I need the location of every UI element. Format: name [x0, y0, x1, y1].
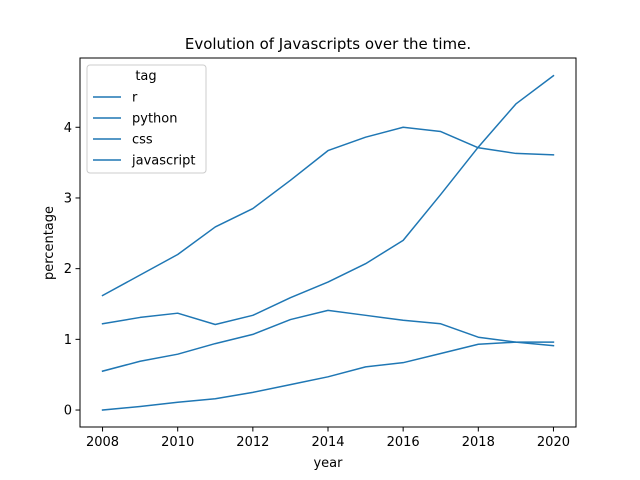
y-tick-label: 3 — [64, 191, 72, 206]
legend-box — [86, 64, 207, 174]
series-line-python — [101, 309, 555, 373]
x-tick-label: 2016 — [387, 435, 420, 450]
legend-label-css: css — [132, 133, 153, 148]
legend-title: tag — [135, 69, 156, 84]
x-tick-label: 2018 — [462, 435, 495, 450]
y-tick-label: 2 — [64, 262, 72, 277]
x-tick-label: 2012 — [236, 435, 269, 450]
legend-label-r: r — [132, 91, 138, 106]
legend-label-python: python — [132, 112, 177, 127]
legend-entries: r python css javascript — [93, 91, 195, 169]
series-line-javascript — [101, 126, 555, 297]
x-tick-label: 2010 — [161, 435, 194, 450]
x-axis-label: year — [313, 456, 343, 471]
x-tick-label: 2008 — [86, 435, 119, 450]
x-axis-ticks: 2008 2010 2012 2014 2016 2018 2020 — [86, 427, 570, 450]
x-tick-label: 2020 — [537, 435, 570, 450]
y-axis-label: percentage — [42, 206, 57, 280]
x-tick-label: 2014 — [311, 435, 344, 450]
legend-label-javascript: javascript — [131, 154, 195, 169]
series-line-r — [101, 341, 555, 411]
y-tick-label: 0 — [64, 404, 72, 419]
chart-title: Evolution of Javascripts over the time. — [185, 35, 471, 53]
y-tick-label: 1 — [64, 333, 72, 348]
plot-lines — [101, 74, 555, 411]
y-axis-ticks: 0 1 2 3 4 — [64, 121, 80, 419]
legend: tag r python css javascript — [86, 64, 207, 174]
y-tick-label: 4 — [64, 121, 72, 136]
